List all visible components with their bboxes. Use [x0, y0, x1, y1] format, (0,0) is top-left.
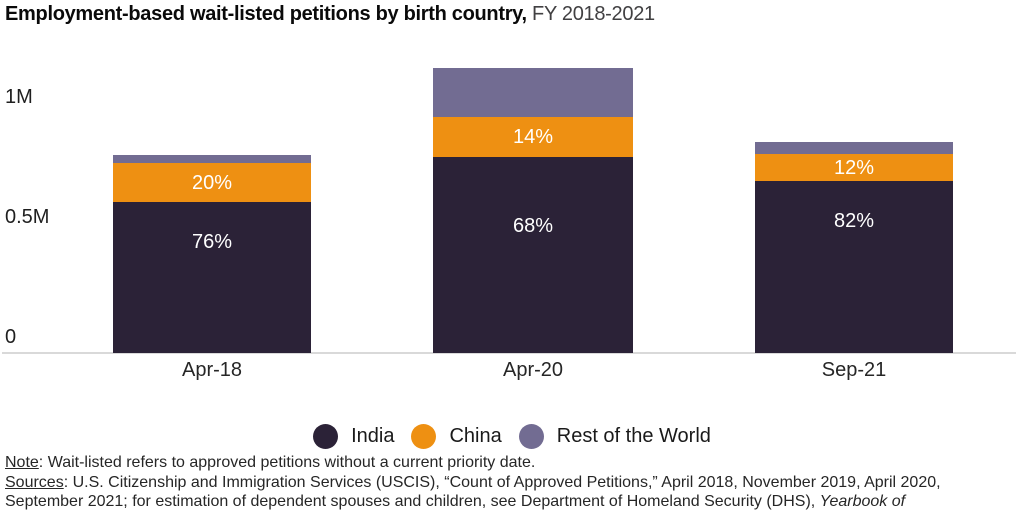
segment-Apr-20-india: 68% — [433, 157, 633, 353]
x-tick-label-Sep-21: Sep-21 — [821, 359, 887, 381]
bar-Sep-21: 12% 82% — [755, 142, 953, 353]
y-tick-label-1M: 1M — [5, 86, 33, 108]
chart-title-bold: Employment-based wait-listed petitions b… — [5, 3, 527, 25]
chart-title: Employment-based wait-listed petitions b… — [5, 2, 655, 26]
legend-dot-icon — [518, 423, 544, 449]
note-label: Note — [5, 454, 39, 471]
segment-Apr-20-rest-of-the-world — [433, 68, 633, 117]
pct-label-Apr-20-china: 14% — [512, 126, 554, 148]
pct-label-Apr-20-india: 68% — [512, 215, 554, 237]
legend-label: China — [449, 424, 502, 447]
sources-label: Sources — [5, 473, 64, 491]
segment-Apr-20-china: 14% — [433, 117, 633, 157]
legend-dot-icon — [411, 423, 437, 449]
legend-dot-icon — [313, 423, 339, 449]
sources-text-2: September 2021; for estimation of depend… — [5, 493, 820, 510]
footnotes: Note: Wait-listed refers to approved pet… — [5, 453, 1020, 512]
pct-label-Sep-21-india: 82% — [833, 210, 875, 232]
legend-label: Rest of the World — [556, 424, 711, 447]
bar-Apr-20: 14% 68% — [433, 68, 633, 353]
legend: India China Rest of the World — [0, 423, 1024, 449]
pct-label-Apr-18-india: 76% — [191, 231, 233, 253]
legend-item-china: China — [411, 423, 502, 449]
y-tick-label-0.5M: 0.5M — [5, 206, 50, 228]
sources-line-1: Sources: U.S. Citizenship and Immigratio… — [5, 473, 1020, 493]
legend-item-rest-of-the-world: Rest of the World — [518, 423, 711, 449]
sources-text: : U.S. Citizenship and Immigration Servi… — [63, 473, 941, 491]
legend-item-india: India — [313, 423, 395, 449]
y-tick-label-0: 0 — [5, 326, 17, 348]
note-line: Note: Wait-listed refers to approved pet… — [5, 453, 1020, 473]
bar-Apr-18: 20% 76% — [113, 155, 311, 353]
legend-label: India — [351, 424, 395, 447]
segment-Apr-18-china: 20% — [113, 163, 311, 202]
segment-Sep-21-rest-of-the-world — [755, 142, 953, 154]
pct-label-Sep-21-china: 12% — [833, 156, 875, 179]
note-text: : Wait-listed refers to approved petitio… — [38, 454, 536, 471]
x-tick-label-Apr-18: Apr-18 — [181, 359, 243, 381]
chart-title-period: FY 2018-2021 — [526, 3, 655, 25]
pct-label-Apr-18-china: 20% — [191, 171, 233, 194]
segment-Apr-18-rest-of-the-world — [113, 155, 311, 163]
segment-Sep-21-india: 82% — [755, 181, 953, 353]
segment-Apr-18-india: 76% — [113, 202, 311, 353]
x-tick-label-Apr-20: Apr-20 — [502, 359, 564, 381]
sources-text-italic: Yearbook of — [819, 493, 906, 510]
x-axis-line — [2, 352, 1016, 354]
sources-line-2: September 2021; for estimation of depend… — [5, 492, 1020, 512]
segment-Sep-21-china: 12% — [755, 154, 953, 181]
